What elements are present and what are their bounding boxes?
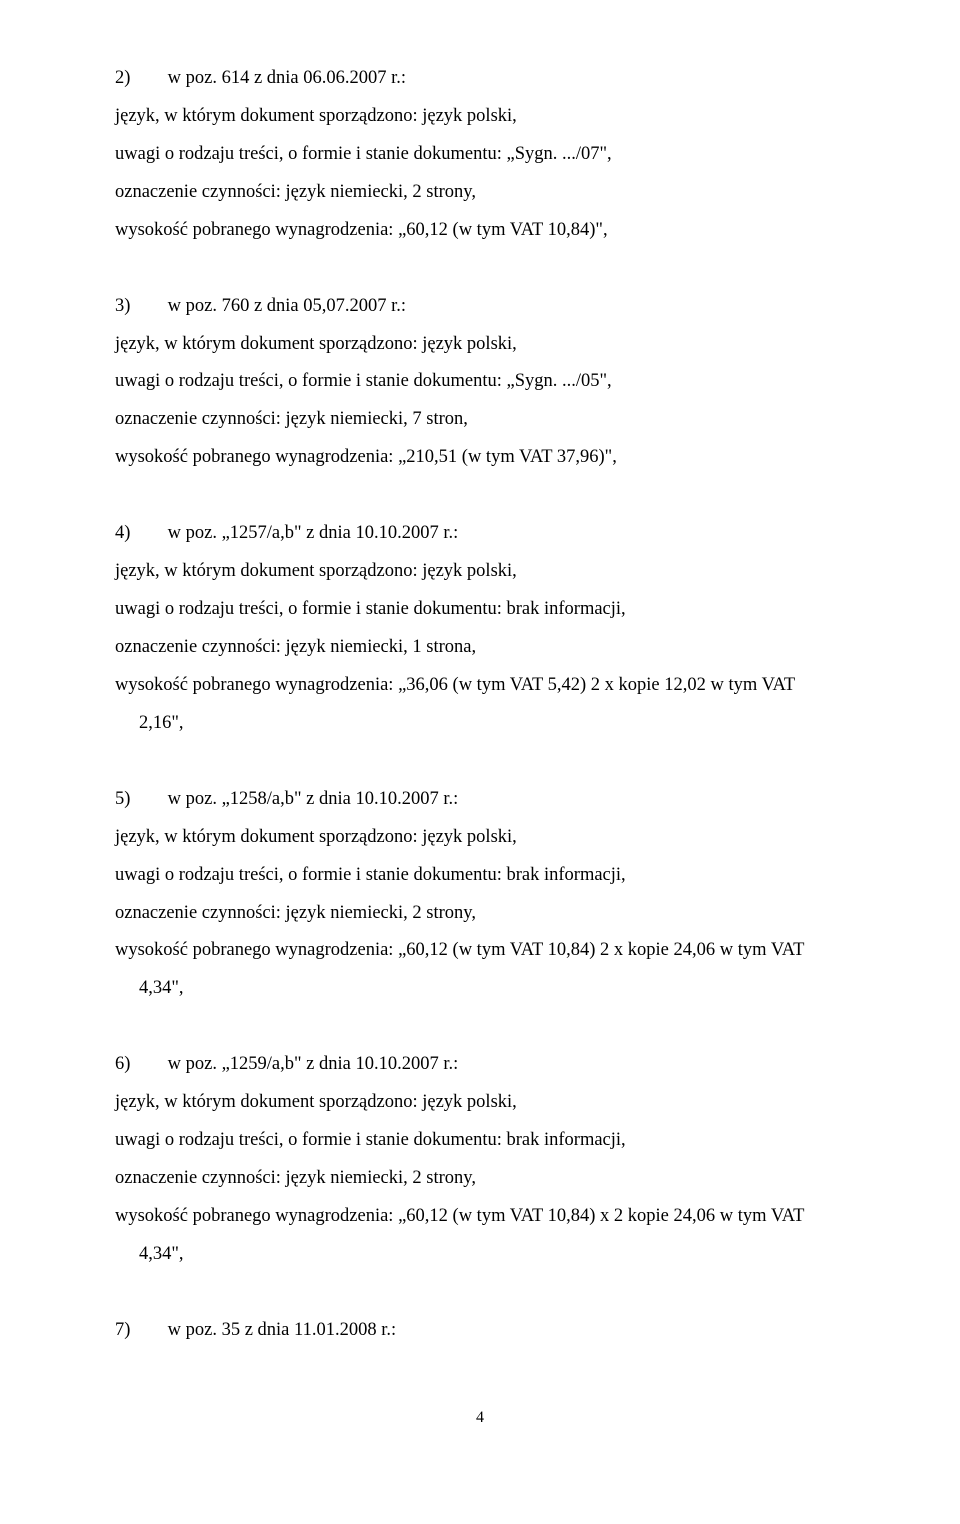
page-number: 4 <box>115 1410 845 1426</box>
page: 2) w poz. 614 z dnia 06.06.2007 r.: języ… <box>0 0 960 1524</box>
entry-head: 4) w poz. „1257/a,b" z dnia 10.10.2007 r… <box>115 515 845 553</box>
entry-line: wysokość pobranego wynagrodzenia: „60,12… <box>115 212 845 250</box>
entry-head-text: w poz. „1257/a,b" z dnia 10.10.2007 r.: <box>168 523 459 543</box>
entry-line: wysokość pobranego wynagrodzenia: „60,12… <box>115 932 845 970</box>
entry-head-text: w poz. 35 z dnia 11.01.2008 r.: <box>168 1320 396 1340</box>
entry-line: wysokość pobranego wynagrodzenia: „210,5… <box>115 439 845 477</box>
entry-7: 7) w poz. 35 z dnia 11.01.2008 r.: <box>115 1312 845 1350</box>
entry-head-text: w poz. 760 z dnia 05,07.2007 r.: <box>168 296 406 316</box>
entry-head-text: w poz. „1259/a,b" z dnia 10.10.2007 r.: <box>168 1054 459 1074</box>
entry-head-text: w poz. „1258/a,b" z dnia 10.10.2007 r.: <box>168 789 459 809</box>
entry-line: język, w którym dokument sporządzono: ję… <box>115 1084 845 1122</box>
entry-line: uwagi o rodzaju treści, o formie i stani… <box>115 591 845 629</box>
entry-line: język, w którym dokument sporządzono: ję… <box>115 819 845 857</box>
entry-head: 3) w poz. 760 z dnia 05,07.2007 r.: <box>115 288 845 326</box>
entry-5: 5) w poz. „1258/a,b" z dnia 10.10.2007 r… <box>115 781 845 1009</box>
entry-line: oznaczenie czynności: język niemiecki, 2… <box>115 895 845 933</box>
entry-line: oznaczenie czynności: język niemiecki, 2… <box>115 174 845 212</box>
entry-line: wysokość pobranego wynagrodzenia: „36,06… <box>115 667 845 705</box>
entry-number: 5) <box>115 781 163 819</box>
entry-number: 7) <box>115 1312 163 1350</box>
entry-line: język, w którym dokument sporządzono: ję… <box>115 98 845 136</box>
entry-tail: 4,34", <box>115 970 845 1008</box>
entry-line: uwagi o rodzaju treści, o formie i stani… <box>115 1122 845 1160</box>
entry-head: 2) w poz. 614 z dnia 06.06.2007 r.: <box>115 60 845 98</box>
entry-line: oznaczenie czynności: język niemiecki, 1… <box>115 629 845 667</box>
entry-number: 2) <box>115 60 163 98</box>
entry-line: uwagi o rodzaju treści, o formie i stani… <box>115 857 845 895</box>
entry-head: 5) w poz. „1258/a,b" z dnia 10.10.2007 r… <box>115 781 845 819</box>
entry-number: 4) <box>115 515 163 553</box>
entry-head-text: w poz. 614 z dnia 06.06.2007 r.: <box>168 68 406 88</box>
entry-number: 3) <box>115 288 163 326</box>
entry-head: 7) w poz. 35 z dnia 11.01.2008 r.: <box>115 1312 845 1350</box>
entry-2: 2) w poz. 614 z dnia 06.06.2007 r.: języ… <box>115 60 845 250</box>
entry-line: język, w którym dokument sporządzono: ję… <box>115 553 845 591</box>
entry-4: 4) w poz. „1257/a,b" z dnia 10.10.2007 r… <box>115 515 845 743</box>
entry-number: 6) <box>115 1046 163 1084</box>
entry-line: uwagi o rodzaju treści, o formie i stani… <box>115 363 845 401</box>
entry-tail: 4,34", <box>115 1236 845 1274</box>
entry-head: 6) w poz. „1259/a,b" z dnia 10.10.2007 r… <box>115 1046 845 1084</box>
entry-line: język, w którym dokument sporządzono: ję… <box>115 326 845 364</box>
entry-line: oznaczenie czynności: język niemiecki, 2… <box>115 1160 845 1198</box>
entry-3: 3) w poz. 760 z dnia 05,07.2007 r.: języ… <box>115 288 845 478</box>
entry-line: oznaczenie czynności: język niemiecki, 7… <box>115 401 845 439</box>
entry-tail: 2,16", <box>115 705 845 743</box>
entry-line: uwagi o rodzaju treści, o formie i stani… <box>115 136 845 174</box>
entry-line: wysokość pobranego wynagrodzenia: „60,12… <box>115 1198 845 1236</box>
entry-6: 6) w poz. „1259/a,b" z dnia 10.10.2007 r… <box>115 1046 845 1274</box>
